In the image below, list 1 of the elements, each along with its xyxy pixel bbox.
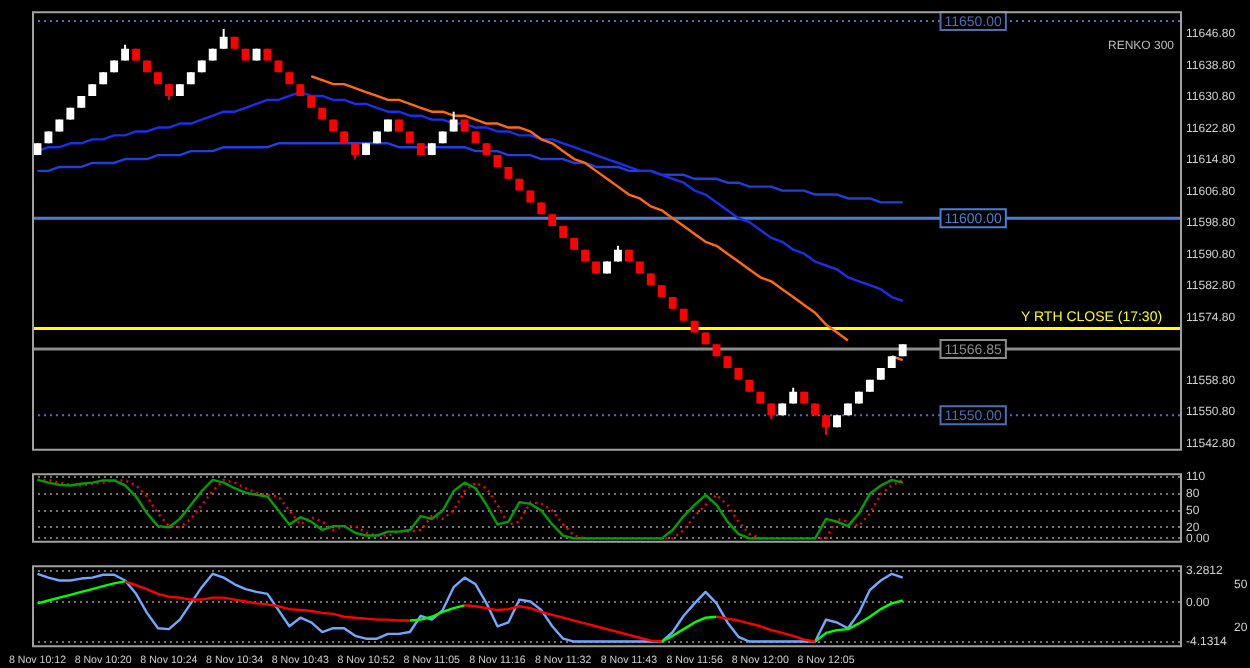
line-series <box>36 478 904 540</box>
